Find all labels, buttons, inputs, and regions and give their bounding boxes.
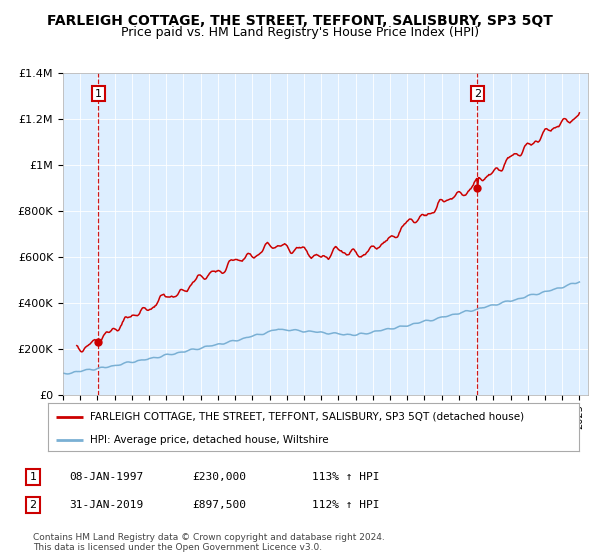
- Text: Price paid vs. HM Land Registry's House Price Index (HPI): Price paid vs. HM Land Registry's House …: [121, 26, 479, 39]
- Text: 2: 2: [29, 500, 37, 510]
- Text: Contains HM Land Registry data © Crown copyright and database right 2024.: Contains HM Land Registry data © Crown c…: [33, 533, 385, 542]
- Text: 2: 2: [474, 88, 481, 99]
- Text: This data is licensed under the Open Government Licence v3.0.: This data is licensed under the Open Gov…: [33, 543, 322, 552]
- Text: HPI: Average price, detached house, Wiltshire: HPI: Average price, detached house, Wilt…: [91, 435, 329, 445]
- Text: 1: 1: [95, 88, 102, 99]
- Text: FARLEIGH COTTAGE, THE STREET, TEFFONT, SALISBURY, SP3 5QT (detached house): FARLEIGH COTTAGE, THE STREET, TEFFONT, S…: [91, 412, 524, 422]
- Text: 112% ↑ HPI: 112% ↑ HPI: [312, 500, 380, 510]
- Text: £897,500: £897,500: [192, 500, 246, 510]
- Text: 113% ↑ HPI: 113% ↑ HPI: [312, 472, 380, 482]
- Text: £230,000: £230,000: [192, 472, 246, 482]
- Text: 08-JAN-1997: 08-JAN-1997: [69, 472, 143, 482]
- Text: 31-JAN-2019: 31-JAN-2019: [69, 500, 143, 510]
- Text: FARLEIGH COTTAGE, THE STREET, TEFFONT, SALISBURY, SP3 5QT: FARLEIGH COTTAGE, THE STREET, TEFFONT, S…: [47, 14, 553, 28]
- Text: 1: 1: [29, 472, 37, 482]
